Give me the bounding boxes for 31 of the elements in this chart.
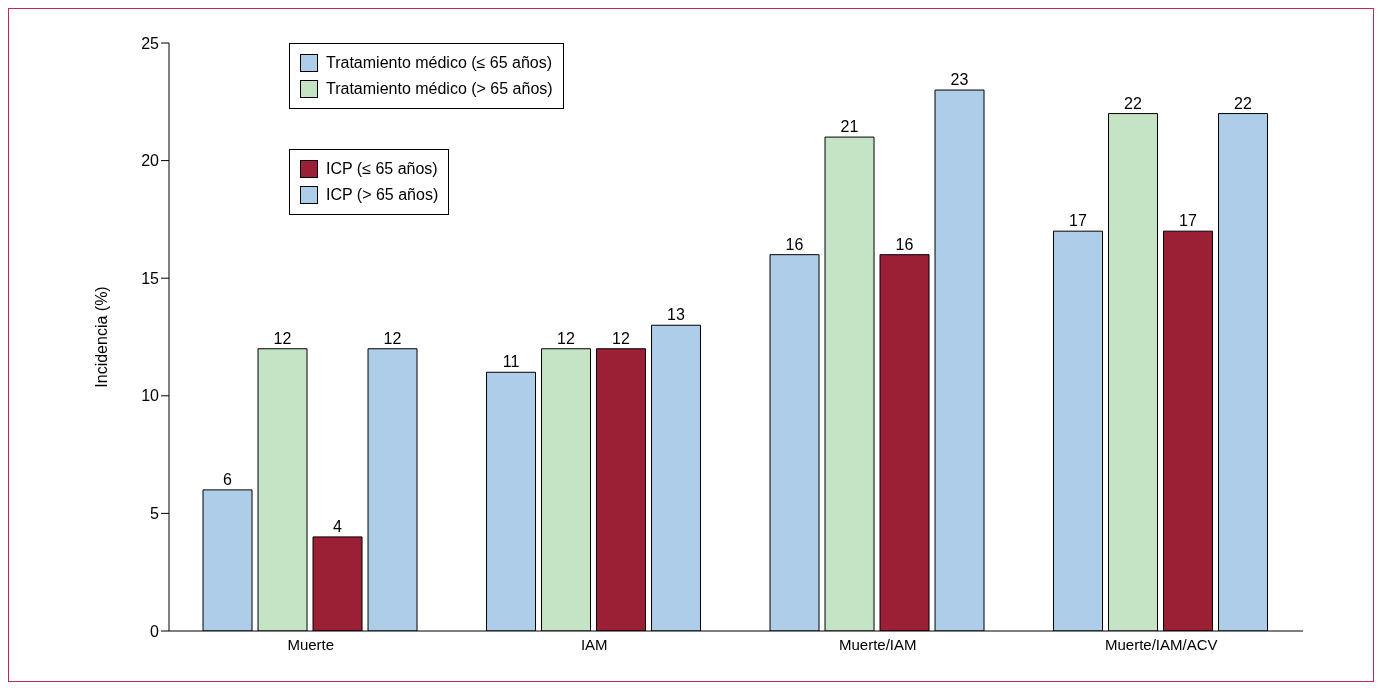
legend-label: Tratamiento médico (≤ 65 años)	[326, 53, 553, 73]
data-label: 12	[612, 329, 631, 347]
x-tick-label: Muerte/IAM	[838, 635, 917, 653]
data-label: 17	[1179, 212, 1198, 230]
y-tick-label: 15	[141, 269, 160, 287]
data-label: 23	[950, 71, 969, 89]
data-label: 22	[1234, 94, 1253, 112]
data-label: 22	[1124, 94, 1143, 112]
data-label: 16	[895, 235, 914, 253]
y-axis-title: Incidencia (%)	[92, 286, 110, 388]
y-tick-label: 5	[150, 505, 160, 523]
data-label: 12	[557, 329, 576, 347]
data-label: 21	[840, 118, 859, 136]
data-label: 17	[1069, 212, 1088, 230]
legend-label: Tratamiento médico (> 65 años)	[326, 79, 553, 99]
x-tick-label: Muerte/IAM/ACV	[1104, 635, 1218, 653]
legend-label: ICP (> 65 años)	[326, 185, 439, 205]
x-tick-label: Muerte	[287, 635, 335, 653]
data-label: 11	[502, 353, 520, 371]
data-label: 4	[333, 517, 343, 535]
y-tick-label: 25	[141, 34, 160, 52]
data-label: 12	[383, 329, 402, 347]
y-tick-label: 0	[150, 622, 160, 640]
legend-label: ICP (≤ 65 años)	[326, 159, 438, 179]
data-label: 16	[785, 235, 804, 253]
y-tick-label: 20	[141, 152, 160, 170]
x-tick-label: IAM	[580, 635, 608, 653]
data-label: 6	[223, 470, 233, 488]
data-label: 12	[273, 329, 292, 347]
data-label: 13	[667, 306, 686, 324]
y-tick-label: 10	[141, 387, 160, 405]
